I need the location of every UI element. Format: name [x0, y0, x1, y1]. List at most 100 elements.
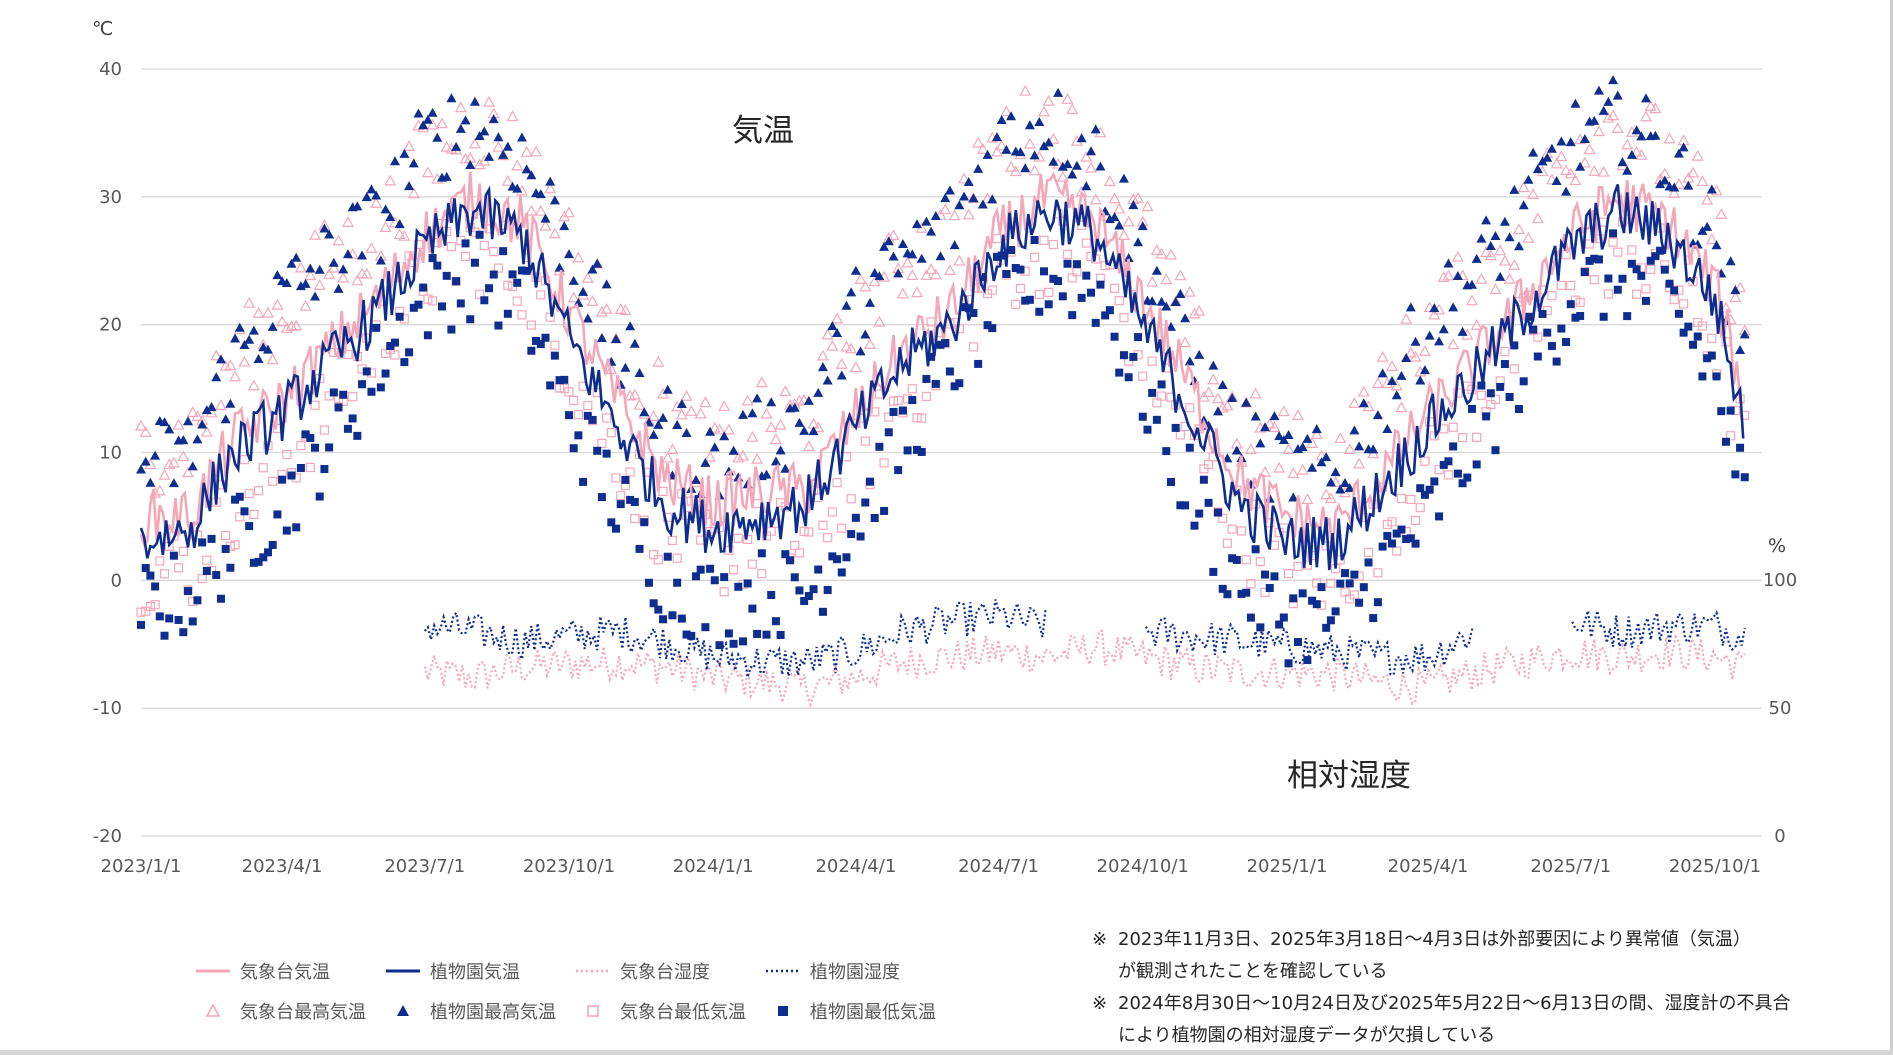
- data-point: [1639, 110, 1653, 122]
- data-point: [1556, 280, 1566, 291]
- data-point: [404, 181, 415, 191]
- data-point: [1519, 377, 1528, 386]
- data-point: [1449, 442, 1458, 451]
- data-point: [526, 170, 537, 180]
- data-point: [840, 340, 853, 352]
- data-point: [1156, 296, 1167, 306]
- data-point: [1489, 283, 1502, 295]
- data-point: [348, 392, 358, 402]
- data-point: [390, 350, 400, 360]
- data-point: [1565, 137, 1576, 147]
- data-point: [607, 518, 616, 527]
- data-point: [1373, 598, 1382, 607]
- data-point: [562, 206, 576, 218]
- data-point: [1725, 256, 1736, 266]
- data-point: [1119, 313, 1129, 323]
- data-point: [1207, 373, 1220, 385]
- data-point: [150, 600, 160, 610]
- data-point: [399, 148, 410, 158]
- data-point: [1509, 364, 1519, 374]
- data-point: [1669, 295, 1679, 305]
- data-point: [974, 359, 983, 368]
- data-point: [1080, 150, 1093, 162]
- data-point: [407, 187, 420, 199]
- data-point: [1096, 280, 1105, 289]
- data-point: [621, 475, 630, 484]
- data-point: [1631, 125, 1642, 135]
- data-point: [1641, 296, 1650, 305]
- data-point: [736, 449, 750, 461]
- data-point: [949, 240, 960, 250]
- series-dotted-navy: [423, 599, 1746, 678]
- data-point: [1015, 283, 1026, 294]
- data-point: [1406, 534, 1415, 543]
- data-point: [1259, 466, 1272, 477]
- data-point: [1670, 286, 1679, 295]
- data-point: [320, 465, 329, 474]
- data-point: [1707, 351, 1716, 360]
- data-point: [1561, 186, 1572, 196]
- data-point: [352, 201, 363, 211]
- data-point: [1260, 587, 1270, 597]
- data-point: [658, 412, 669, 422]
- data-point: [1086, 146, 1097, 156]
- data-point: [920, 269, 933, 280]
- data-point: [361, 192, 372, 202]
- data-point: [266, 353, 279, 365]
- data-point: [860, 329, 871, 339]
- data-point: [969, 309, 978, 318]
- data-point: [372, 323, 381, 332]
- data-point: [1396, 370, 1407, 380]
- data-point: [442, 271, 451, 280]
- data-point: [724, 629, 733, 638]
- data-point: [1113, 202, 1126, 214]
- series-line: [423, 599, 1746, 678]
- data-point: [221, 530, 231, 541]
- data-point: [1336, 579, 1345, 588]
- data-point: [243, 296, 256, 308]
- data-point: [1237, 589, 1246, 598]
- data-point: [854, 273, 867, 284]
- data-point: [210, 349, 223, 361]
- data-point: [1495, 271, 1506, 281]
- data-point: [1612, 90, 1623, 100]
- data-point: [710, 576, 719, 585]
- data-point: [479, 126, 490, 136]
- data-point: [941, 339, 950, 348]
- data-point: [182, 466, 195, 478]
- data-point: [1640, 93, 1651, 103]
- data-point: [845, 342, 858, 354]
- data-point: [766, 397, 777, 407]
- data-point: [1372, 410, 1383, 420]
- data-point: [1626, 149, 1637, 159]
- data-point: [1580, 268, 1589, 277]
- data-point: [700, 457, 711, 467]
- data-point: [800, 597, 809, 606]
- data-point: [728, 445, 739, 455]
- data-point: [1547, 291, 1557, 301]
- data-point: [988, 324, 997, 333]
- data-point: [1650, 130, 1661, 140]
- data-point: [1103, 175, 1116, 187]
- data-point: [292, 523, 301, 532]
- data-point: [1190, 521, 1199, 530]
- data-point: [1184, 356, 1195, 366]
- data-point: [153, 484, 166, 496]
- data-point: [1529, 325, 1538, 334]
- data-point: [1001, 144, 1012, 154]
- data-point: [823, 585, 832, 594]
- data-point: [286, 258, 297, 268]
- data-point: [672, 553, 682, 563]
- data-point: [1388, 539, 1397, 548]
- data-point: [235, 512, 245, 522]
- line-swatch-pink: [194, 961, 232, 981]
- data-point: [1034, 289, 1044, 300]
- data-point: [183, 416, 194, 426]
- data-point: [258, 463, 268, 473]
- data-point: [1400, 312, 1413, 324]
- data-point: [1279, 613, 1288, 622]
- data-point: [1179, 336, 1192, 348]
- data-point: [722, 423, 735, 435]
- dotted-swatch-navy: [764, 961, 802, 981]
- data-point: [836, 370, 847, 380]
